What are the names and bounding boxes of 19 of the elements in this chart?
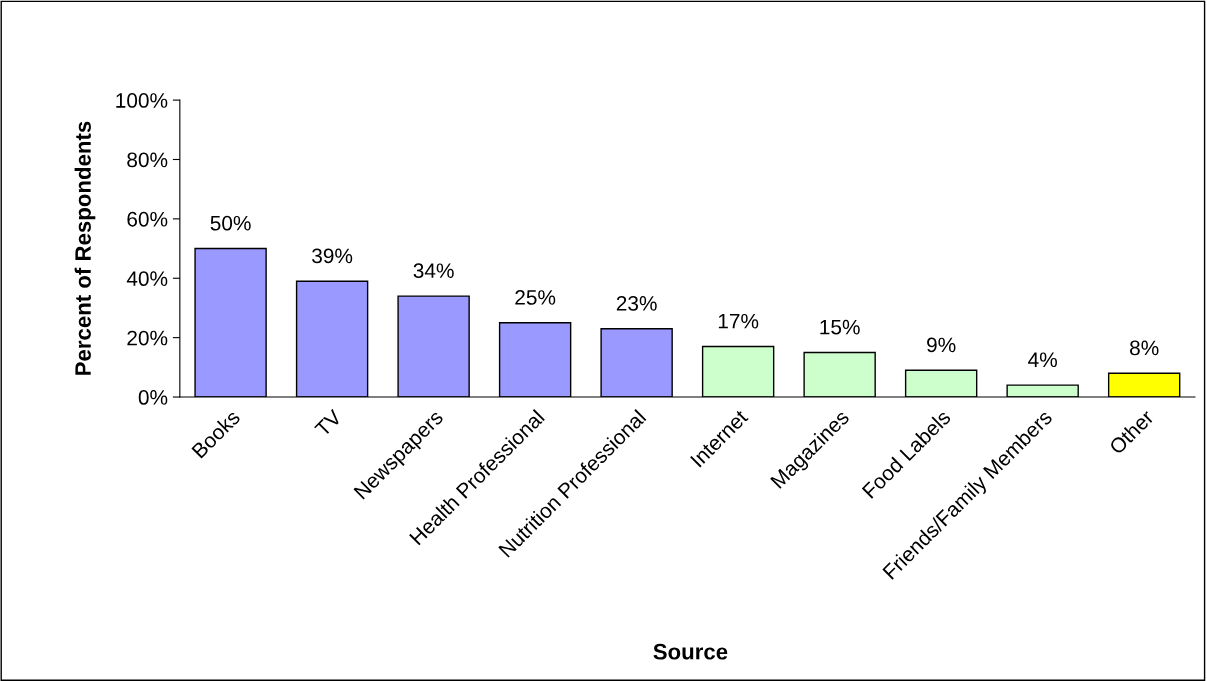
- y-tick-label: 100%: [116, 93, 168, 108]
- data-label: 15%: [820, 319, 860, 335]
- data-label: 25%: [515, 290, 556, 305]
- x-tick-label: TV: [314, 408, 343, 438]
- y-tick-label: 0%: [138, 390, 168, 405]
- data-label: 50%: [210, 215, 251, 231]
- x-axis-title: Source: [653, 643, 728, 660]
- data-label: 17%: [718, 313, 759, 329]
- data-label: 39%: [312, 248, 353, 264]
- y-tick-label: 80%: [127, 152, 168, 168]
- y-axis-title: Percent of Respondents: [74, 121, 96, 375]
- y-tick-label: 20%: [127, 330, 168, 346]
- data-label: 4%: [1028, 352, 1057, 368]
- data-label: 8%: [1130, 340, 1159, 356]
- y-tick-label: 40%: [126, 271, 168, 287]
- y-tick-label: 60%: [127, 211, 168, 227]
- data-label: 34%: [413, 263, 454, 279]
- data-label: 9%: [927, 337, 956, 353]
- data-label: 23%: [616, 295, 657, 311]
